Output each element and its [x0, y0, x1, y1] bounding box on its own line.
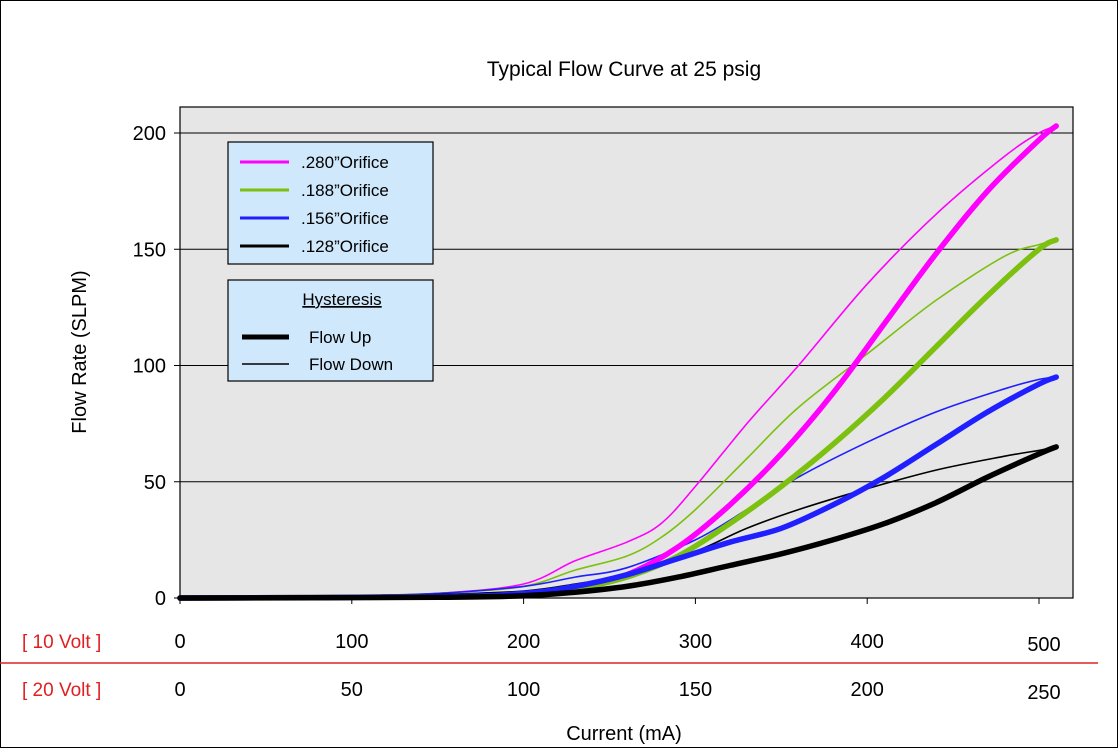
x-tick-label: 200	[851, 679, 884, 701]
x-axis-10v-label: [ 10 Volt ]	[22, 632, 101, 653]
x-tick-label: 250	[1027, 682, 1060, 704]
x-tick-label: 150	[679, 679, 712, 701]
x-tick-label: 500	[1027, 634, 1060, 656]
chart-title: Typical Flow Curve at 25 psig	[487, 58, 761, 81]
y-tick-label: 200	[133, 123, 166, 145]
legend-label: .156”Orifice	[301, 209, 389, 228]
orifice-legend-items: .280”Orifice .188”Orifice .156”Orifice .128…	[240, 153, 389, 256]
orifice-legend: .280”Orifice .188”Orifice .156”Orifice .128…	[227, 141, 434, 265]
flow-up-label: Flow Up	[309, 328, 371, 347]
series-128-orifice-flow-up-line	[177, 444, 1059, 601]
legend-label: .128”Orifice	[301, 237, 389, 256]
x-axis-label: Current (mA)	[566, 723, 682, 745]
y-axis-label: Flow Rate (SLPM)	[69, 270, 91, 433]
x-tick-label: 0	[174, 631, 185, 653]
x-tick-label: 300	[679, 631, 712, 653]
y-tick-label: 0	[155, 588, 166, 610]
x-tick-label: 50	[341, 679, 363, 701]
x-axis-ticks: 0 100 200 300 400 500 0 50 100 150 200 250	[174, 598, 1061, 704]
x-tick-label: 400	[851, 631, 884, 653]
y-tick-label: 150	[133, 239, 166, 261]
x-tick-label: 100	[507, 679, 540, 701]
plot-frame	[179, 106, 1074, 599]
legend-label: .188”Orifice	[301, 181, 389, 200]
hysteresis-legend: Hysteresis Flow Up Flow Down	[227, 279, 434, 382]
flow-down-label: Flow Down	[309, 355, 393, 374]
x-tick-label: 100	[335, 631, 368, 653]
legend-label: .280”Orifice	[301, 153, 389, 172]
x-tick-label: 0	[174, 679, 185, 701]
y-tick-label: 100	[133, 356, 166, 378]
x-axis-20v-label: [ 20 Volt ]	[22, 680, 101, 701]
series-layer	[177, 123, 1059, 601]
hysteresis-title: Hysteresis	[302, 290, 381, 309]
y-axis-ticks: 0 50 100 150 200	[133, 123, 180, 610]
y-tick-label: 50	[144, 472, 166, 494]
x-tick-label: 200	[507, 631, 540, 653]
